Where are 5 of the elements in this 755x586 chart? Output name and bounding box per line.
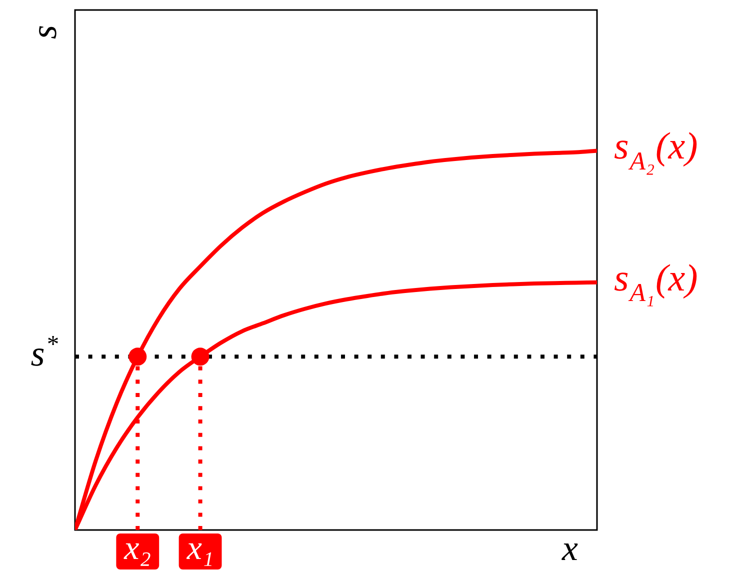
ref-line-label: s* (30, 330, 59, 374)
x-tick-label: x₂ (123, 530, 152, 567)
x-tick-label: x₁ (186, 530, 214, 567)
y-axis-title: s (24, 24, 64, 40)
x-axis-title: x (561, 528, 578, 568)
